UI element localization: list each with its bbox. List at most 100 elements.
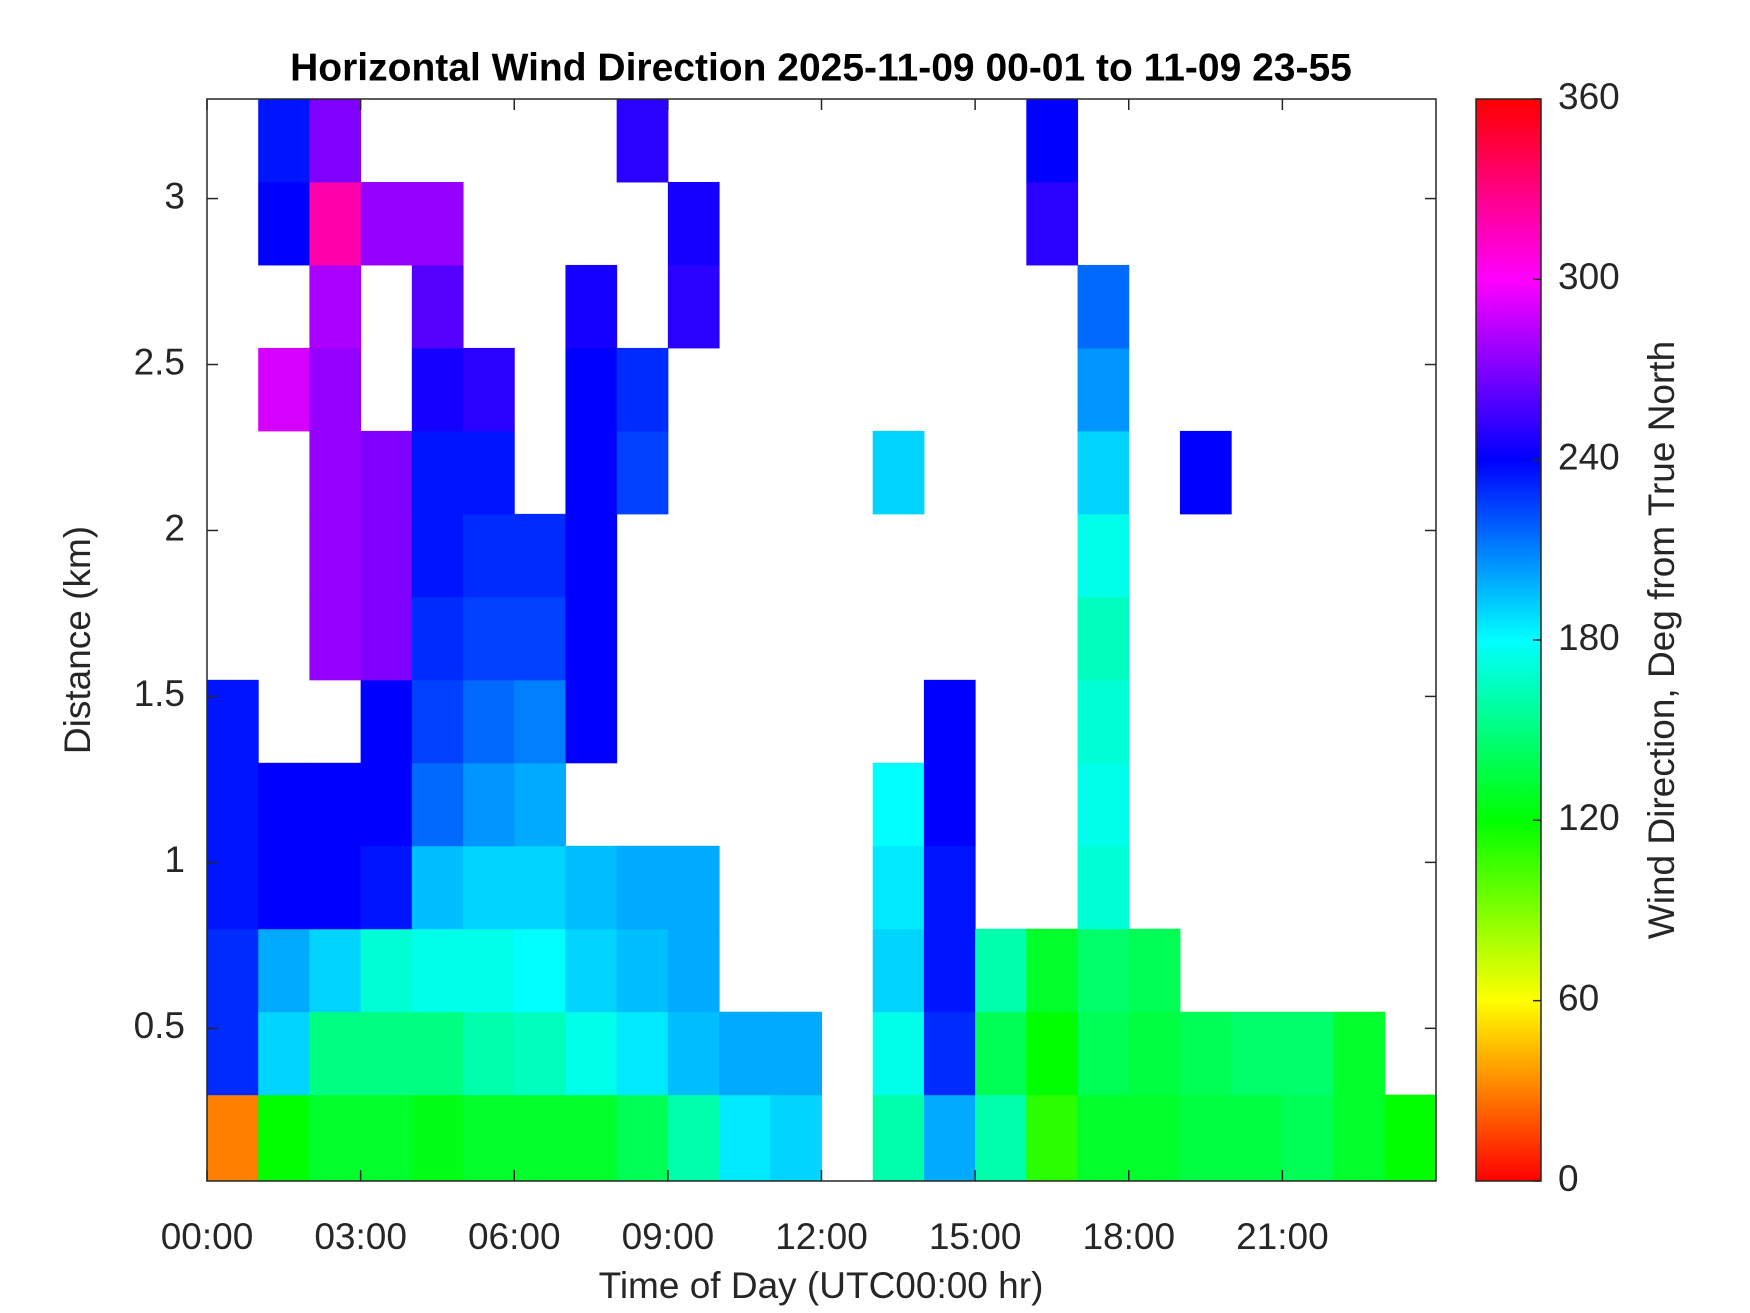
heatmap-cell bbox=[207, 1094, 259, 1182]
heatmap-cell bbox=[1077, 264, 1130, 349]
heatmap-cell bbox=[258, 1011, 310, 1096]
heatmap-cell bbox=[309, 845, 362, 930]
heatmap-cell bbox=[1026, 928, 1079, 1013]
y-axis-label: Distance (km) bbox=[57, 526, 98, 754]
heatmap-cell bbox=[1384, 1094, 1437, 1182]
heatmap-cell bbox=[616, 928, 669, 1013]
heatmap-cell bbox=[514, 762, 566, 847]
heatmap-cell bbox=[1282, 1094, 1335, 1182]
heatmap-cell bbox=[667, 928, 720, 1013]
heatmap-cell bbox=[616, 845, 669, 930]
heatmap-cell bbox=[1077, 1094, 1130, 1182]
heatmap-cell bbox=[360, 1094, 413, 1182]
heatmap-cell bbox=[1026, 1011, 1079, 1096]
heatmap-cell bbox=[207, 762, 259, 847]
colorbar bbox=[1475, 98, 1542, 1182]
heatmap-cell bbox=[514, 928, 566, 1013]
heatmap-cell bbox=[463, 762, 515, 847]
heatmap-cell bbox=[411, 513, 464, 598]
heatmap-cell bbox=[1128, 928, 1181, 1013]
heatmap-cell bbox=[1026, 1094, 1079, 1182]
heatmap-cell bbox=[411, 181, 464, 266]
heatmap-cell bbox=[1077, 347, 1130, 432]
heatmap-cell bbox=[1179, 430, 1232, 515]
heatmap-cell bbox=[565, 430, 618, 515]
heatmap-cell bbox=[872, 845, 925, 930]
heatmap-cell bbox=[463, 845, 515, 930]
heatmap-cell bbox=[1077, 679, 1130, 764]
heatmap-cell bbox=[872, 430, 925, 515]
heatmap-cell bbox=[258, 347, 310, 432]
heatmap-cell bbox=[411, 679, 464, 764]
heatmap-cell bbox=[309, 513, 362, 598]
heatmap-cell bbox=[565, 928, 618, 1013]
x-tick-label: 09:00 bbox=[622, 1216, 715, 1257]
x-tick-label: 15:00 bbox=[929, 1216, 1022, 1257]
heatmap-cell bbox=[667, 264, 720, 349]
heatmap-cell bbox=[463, 1011, 515, 1096]
heatmap-cell bbox=[1077, 430, 1130, 515]
heatmap-cell bbox=[923, 762, 976, 847]
x-tick-label: 21:00 bbox=[1236, 1216, 1329, 1257]
heatmap-cell bbox=[975, 928, 1027, 1013]
heatmap-cell bbox=[770, 1094, 822, 1182]
heatmap-cell bbox=[565, 1011, 618, 1096]
colorbar-tick-label: 240 bbox=[1558, 436, 1620, 477]
heatmap-cell bbox=[360, 928, 413, 1013]
heatmap-cell bbox=[360, 679, 413, 764]
heatmap-cell bbox=[360, 762, 413, 847]
heatmap-cell bbox=[258, 99, 310, 183]
heatmap-cell bbox=[923, 928, 976, 1013]
heatmap-cell bbox=[411, 762, 464, 847]
heatmap-cell bbox=[1077, 596, 1130, 681]
heatmap-cell bbox=[360, 1011, 413, 1096]
heatmap-cell bbox=[872, 1094, 925, 1182]
x-axis-label: Time of Day (UTC00:00 hr) bbox=[599, 1265, 1044, 1306]
heatmap-cell bbox=[719, 1094, 771, 1182]
y-tick-label: 3 bbox=[164, 175, 185, 216]
heatmap-cell bbox=[1026, 99, 1079, 183]
heatmap-cell bbox=[514, 513, 566, 598]
heatmap-cell bbox=[309, 181, 362, 266]
heatmap-cell bbox=[411, 845, 464, 930]
heatmap-cell bbox=[258, 181, 310, 266]
heatmap-cell bbox=[872, 762, 925, 847]
heatmap-cell bbox=[514, 1011, 566, 1096]
heatmap-cell bbox=[411, 928, 464, 1013]
colorbar-tick-label: 300 bbox=[1558, 256, 1620, 297]
heatmap-cell bbox=[565, 596, 618, 681]
heatmap-cell bbox=[1077, 762, 1130, 847]
heatmap-cell bbox=[463, 347, 515, 432]
heatmap-cell bbox=[1333, 1094, 1386, 1182]
heatmap-cell bbox=[616, 347, 669, 432]
heatmap-cell bbox=[1128, 1011, 1181, 1096]
heatmap-cell bbox=[923, 845, 976, 930]
heatmap-cell bbox=[207, 845, 259, 930]
colorbar-label: Wind Direction, Deg from True North bbox=[1641, 341, 1682, 939]
heatmap-cell bbox=[1077, 928, 1130, 1013]
y-tick-label: 1.5 bbox=[134, 673, 185, 714]
x-tick-label: 00:00 bbox=[161, 1216, 254, 1257]
heatmap bbox=[207, 99, 1437, 1182]
colorbar-tick-label: 120 bbox=[1558, 797, 1620, 838]
heatmap-cell bbox=[565, 845, 618, 930]
heatmap-cell bbox=[565, 679, 618, 764]
heatmap-cell bbox=[1231, 1011, 1283, 1096]
heatmap-cell bbox=[360, 513, 413, 598]
heatmap-cell bbox=[667, 1094, 720, 1182]
heatmap-cell bbox=[463, 430, 515, 515]
heatmap-cell bbox=[360, 181, 413, 266]
heatmap-cell bbox=[411, 1094, 464, 1182]
heatmap-cell bbox=[360, 430, 413, 515]
x-tick-label: 12:00 bbox=[775, 1216, 868, 1257]
y-tick-label: 2.5 bbox=[134, 341, 185, 382]
heatmap-cell bbox=[1282, 1011, 1335, 1096]
heatmap-cell bbox=[1179, 1094, 1232, 1182]
heatmap-cell bbox=[1179, 1011, 1232, 1096]
heatmap-cell bbox=[616, 1011, 669, 1096]
heatmap-cell bbox=[309, 347, 362, 432]
heatmap-cell bbox=[1077, 1011, 1130, 1096]
heatmap-cell bbox=[1026, 181, 1079, 266]
heatmap-cell bbox=[360, 845, 413, 930]
